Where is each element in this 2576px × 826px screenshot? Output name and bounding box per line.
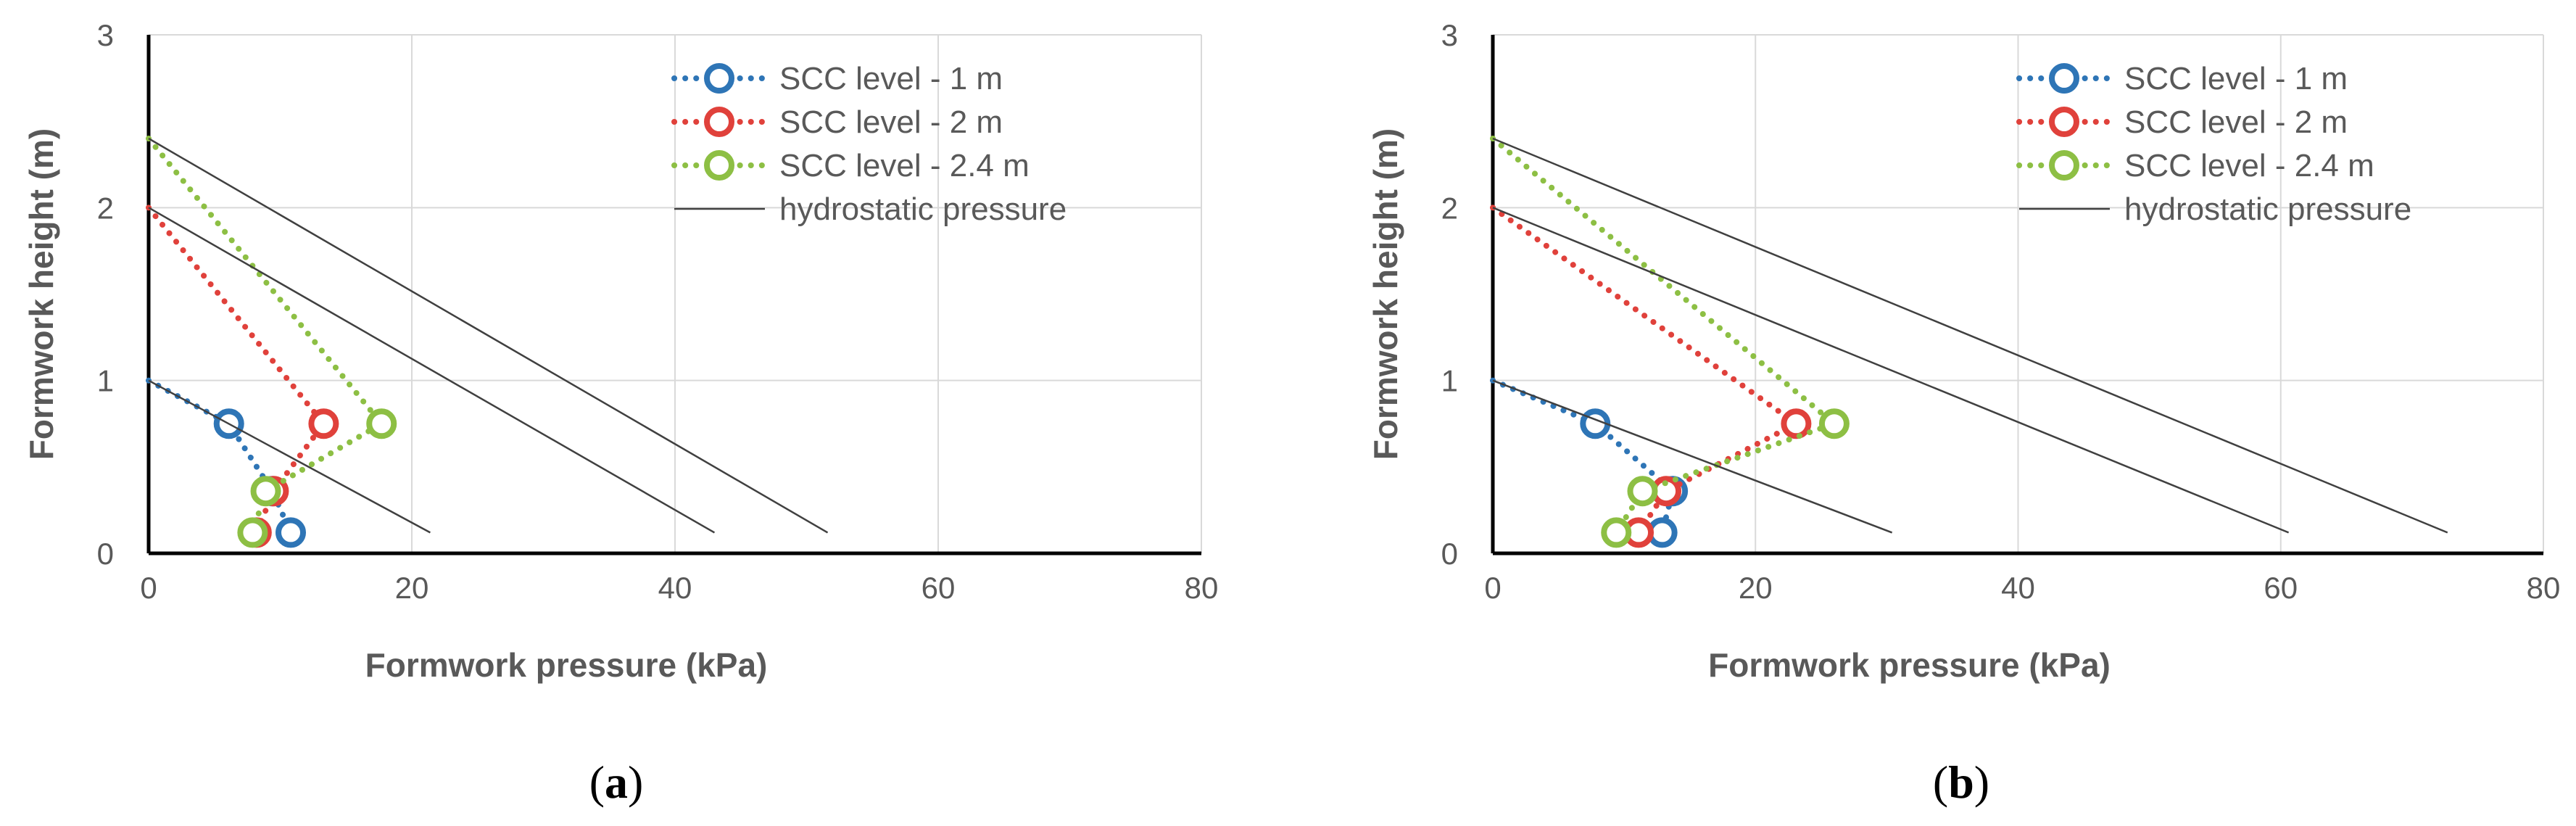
legend-label: hydrostatic pressure xyxy=(779,191,1067,227)
chart-panel-b: 0 20 40 60 80 0 1 2 3 Formwork pressure (kPa) Form… xyxy=(1367,18,2560,808)
x-tick-label: 80 xyxy=(1185,571,1219,605)
y-tick-label: 2 xyxy=(97,191,114,225)
x-tick-label: 0 xyxy=(140,571,157,605)
y-tick-label: 0 xyxy=(97,537,114,571)
data-point-marker xyxy=(366,408,397,439)
legend-marker xyxy=(704,107,734,137)
legend-label: SCC level - 2 m xyxy=(2124,104,2348,140)
legend-marker xyxy=(2049,107,2079,137)
series-line xyxy=(146,136,386,536)
caption-close-paren: ) xyxy=(1974,756,1989,808)
series-line xyxy=(146,377,294,536)
x-tick-label: 20 xyxy=(395,571,429,605)
hydrostatic-line xyxy=(1492,379,1893,534)
series-line xyxy=(1490,136,1840,536)
hydrostatic-line xyxy=(148,379,431,534)
data-point-marker xyxy=(250,476,281,507)
legend-label: hydrostatic pressure xyxy=(2124,191,2411,227)
x-tick-label: 40 xyxy=(2001,571,2035,605)
legend-label: SCC level - 2.4 m xyxy=(779,148,1030,183)
caption-open-paren: ( xyxy=(1933,756,1948,808)
data-point-marker xyxy=(1818,408,1850,439)
x-tick-label: 40 xyxy=(658,571,692,605)
hydrostatic-line xyxy=(1492,137,2448,534)
y-axis-title: Formwork height (m) xyxy=(22,128,60,460)
legend-marker xyxy=(2049,63,2079,94)
hydrostatic-line xyxy=(148,207,716,534)
legend-label: SCC level - 1 m xyxy=(779,61,1003,96)
data-point-marker xyxy=(1781,408,1812,439)
legend-label: SCC level - 2.4 m xyxy=(2124,148,2374,183)
panel-caption: (b) xyxy=(1933,756,1989,808)
x-tick-label: 60 xyxy=(2264,571,2298,605)
x-axis-title: Formwork pressure (kPa) xyxy=(1708,646,2111,684)
y-tick-label: 1 xyxy=(1441,364,1458,398)
x-tick-label: 20 xyxy=(1739,571,1773,605)
data-point-marker xyxy=(276,517,307,548)
legend-marker xyxy=(2049,150,2079,181)
series-line xyxy=(1490,205,1802,536)
y-axis-title: Formwork height (m) xyxy=(1367,128,1404,460)
series-line xyxy=(146,205,328,536)
x-tick-label: 60 xyxy=(922,571,956,605)
y-tick-label: 1 xyxy=(97,364,114,398)
hydrostatic-line xyxy=(1492,207,2290,534)
chart-panel-a: 0 20 40 60 80 0 1 2 3 Formwork pressure (kPa) Form… xyxy=(22,18,1218,808)
legend-marker xyxy=(704,150,734,181)
y-tick-label: 0 xyxy=(1441,537,1458,571)
caption-letter: a xyxy=(605,756,628,808)
x-tick-label: 0 xyxy=(1484,571,1501,605)
legend-marker xyxy=(704,63,734,94)
caption-letter: b xyxy=(1948,756,1974,808)
caption-open-paren: ( xyxy=(589,756,605,808)
caption-close-paren: ) xyxy=(628,756,643,808)
hydrostatic-line xyxy=(148,137,829,534)
data-point-marker xyxy=(1627,476,1658,507)
x-axis-title: Formwork pressure (kPa) xyxy=(365,646,768,684)
y-tick-label: 3 xyxy=(97,18,114,52)
data-point-marker xyxy=(237,517,268,548)
x-tick-label: 80 xyxy=(2527,571,2561,605)
data-point-marker xyxy=(1601,517,1632,548)
series-line xyxy=(1490,377,1676,536)
y-tick-label: 3 xyxy=(1441,18,1458,52)
panel-caption: (a) xyxy=(589,756,644,808)
legend-label: SCC level - 2 m xyxy=(779,104,1003,140)
data-point-marker xyxy=(308,408,339,439)
legend-label: SCC level - 1 m xyxy=(2124,61,2348,96)
y-tick-label: 2 xyxy=(1441,191,1458,225)
